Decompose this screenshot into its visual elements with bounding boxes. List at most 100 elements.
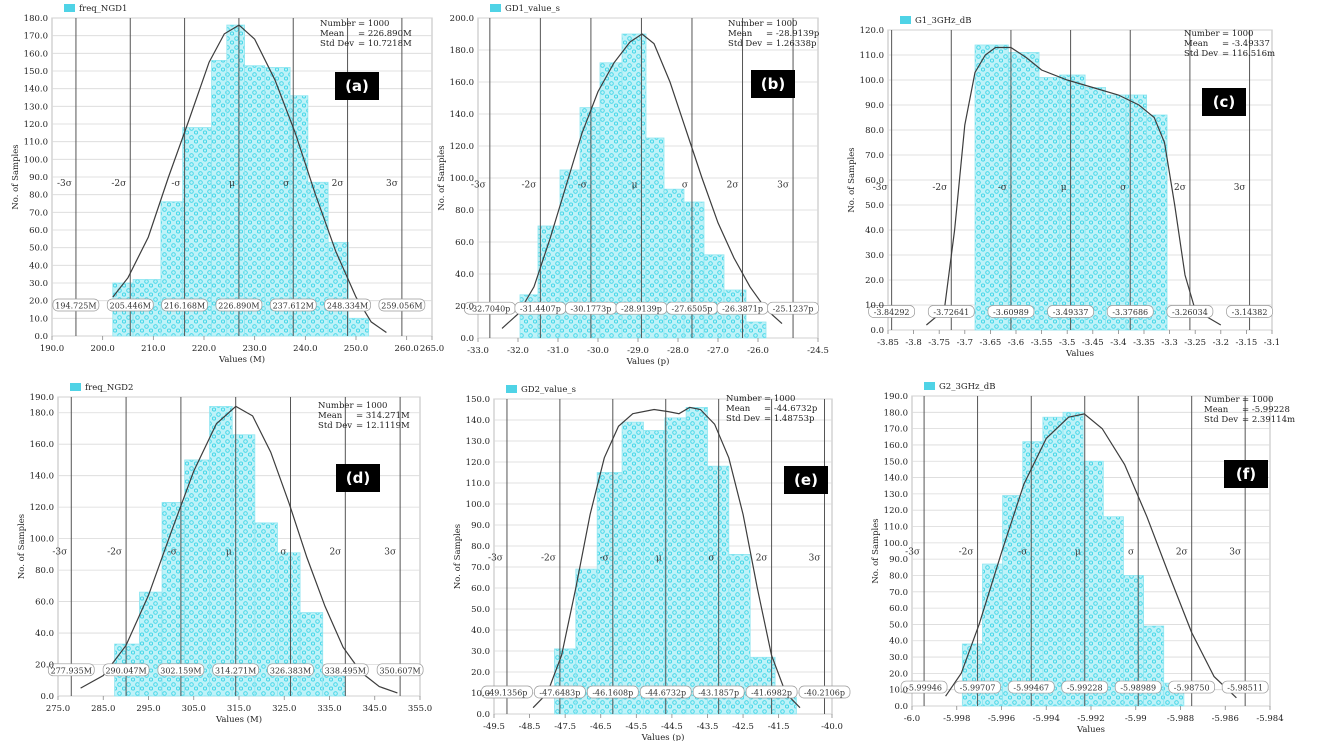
- histogram-bar: [1102, 516, 1124, 707]
- sigma-symbol: σ: [682, 181, 688, 191]
- sigma-value-label: 226.890M: [218, 301, 259, 310]
- x-tick-label: -5.998: [943, 714, 970, 724]
- sigma-value-label: 314.271M: [215, 666, 256, 675]
- sigma-value-label: -32.7040p: [469, 305, 510, 314]
- x-tick-label: -3.7: [957, 338, 973, 348]
- stat-mean-value: = -28.9139p: [766, 29, 820, 39]
- sigma-value-box: [798, 685, 851, 699]
- y-tick-label: 20.0: [471, 668, 490, 678]
- histogram-bar: [1143, 625, 1165, 707]
- sigma-value-label: -5.99707: [960, 684, 996, 693]
- x-tick-label: -3.35: [1133, 338, 1155, 348]
- y-tick-label: 20.0: [29, 297, 48, 307]
- y-tick-label: 50.0: [471, 605, 490, 615]
- sigma-value-label: -3.49337: [1053, 308, 1089, 317]
- sigma-symbol: -3σ: [57, 179, 72, 189]
- sigma-symbol: -σ: [168, 547, 177, 557]
- y-axis-label: No. of Samples: [847, 147, 857, 212]
- sigma-symbol: 2σ: [1176, 547, 1188, 557]
- y-tick-label: 0.0: [34, 332, 48, 342]
- histogram-bar: [1062, 411, 1084, 707]
- legend-label: freq_NGD2: [85, 383, 133, 393]
- sigma-value-box: [378, 298, 426, 312]
- y-tick-label: 120.0: [24, 120, 48, 130]
- sigma-symbol: -3σ: [471, 181, 486, 191]
- x-tick-label: -30.0: [587, 346, 609, 356]
- sigma-value-box: [1106, 305, 1154, 318]
- sigma-value-label: -49.1356p: [487, 689, 528, 698]
- x-tick-label: -26.0: [747, 346, 769, 356]
- histogram-bar: [184, 459, 210, 697]
- sigma-value-box: [267, 663, 314, 677]
- y-tick-label: 90.0: [29, 173, 48, 183]
- legend-label: GD2_value_s: [521, 385, 576, 395]
- y-tick-label: 60.0: [471, 584, 490, 594]
- x-tick-label: 260.0: [394, 344, 418, 354]
- histogram-bar: [1082, 460, 1104, 707]
- sigma-value-box: [106, 298, 154, 312]
- y-axis-label: No. of Samples: [437, 145, 447, 210]
- y-tick-label: 40.0: [889, 637, 908, 647]
- legend-label: GD1_value_s: [505, 4, 560, 14]
- sigma-value-box: [157, 663, 205, 677]
- sigma-value-label: -27.6505p: [672, 305, 713, 314]
- sigma-symbol: 3σ: [386, 179, 398, 189]
- sigma-value-label: -3.60989: [993, 308, 1029, 317]
- x-tick-label: -3.75: [928, 338, 950, 348]
- y-tick-label: 150.0: [466, 395, 490, 405]
- y-tick-label: 200.0: [450, 14, 474, 24]
- stat-mean-value: = 226.890M: [358, 29, 412, 39]
- histogram-bar: [685, 406, 708, 715]
- x-tick-label: 335.0: [317, 704, 341, 714]
- sigma-value-label: 259.056M: [381, 301, 422, 310]
- x-tick-label: -28.0: [667, 346, 689, 356]
- chart-panel-f: -3σ -2σ -σ μ σ 2σ 3σ -5.99946 -5.99707 -5.99467 -5…: [850, 376, 1295, 741]
- chart-panel-c: -3σ -2σ -σ μ σ 2σ 3σ -3.84292 -3.72641 -3.60989 -3…: [847, 0, 1280, 372]
- sigma-value-box: [1047, 305, 1094, 318]
- sigma-symbol: 2σ: [756, 554, 768, 564]
- sigma-symbol: -2σ: [959, 547, 974, 557]
- x-tick-label: 315.0: [227, 704, 251, 714]
- x-tick-label: -5.994: [1033, 714, 1060, 724]
- y-tick-label: 0.0: [870, 326, 884, 336]
- x-tick-label: -47.5: [554, 722, 576, 732]
- stat-number-label: Number: [1204, 395, 1240, 405]
- sigma-symbol: -2σ: [107, 547, 122, 557]
- x-tick-label: -29.0: [627, 346, 649, 356]
- x-tick-label: -43.5: [697, 722, 719, 732]
- histogram-bar: [961, 643, 983, 707]
- stat-number-value: = 1000: [766, 19, 797, 29]
- y-tick-label: 120.0: [450, 142, 474, 152]
- y-tick-label: 0.0: [894, 702, 908, 712]
- y-tick-label: 30.0: [889, 653, 908, 663]
- histogram-bar: [1146, 114, 1168, 331]
- panel-tag-label: (a): [345, 77, 369, 95]
- sigma-value-label: -40.2106p: [804, 689, 845, 698]
- legend-label: freq_NGD1: [79, 4, 127, 14]
- y-tick-label: 0.0: [460, 334, 474, 344]
- y-tick-label: 0.0: [476, 710, 490, 720]
- y-tick-label: 40.0: [455, 270, 474, 280]
- sigma-symbol: 2σ: [727, 181, 739, 191]
- histogram-bar: [749, 656, 776, 715]
- stat-std-value: = 10.7218M: [358, 39, 412, 49]
- x-tick-label: -5.986: [1212, 714, 1239, 724]
- distribution-curve: [501, 33, 783, 329]
- x-tick-label: -3.1: [1264, 338, 1280, 348]
- x-tick-label: -40.0: [821, 722, 843, 732]
- sigma-value-box: [692, 685, 745, 699]
- sigma-value-box: [1166, 305, 1214, 318]
- histogram-bar: [299, 612, 324, 697]
- sigma-value-box: [321, 663, 369, 677]
- stat-number-value: = 1000: [358, 19, 389, 29]
- histogram-chart-e: -3σ -2σ -σ μ σ 2σ 3σ -49.1356p -47.6483p -46.1608…: [453, 385, 851, 741]
- sigma-value-label: 350.607M: [379, 666, 420, 675]
- sigma-value-label: -46.1608p: [592, 689, 633, 698]
- y-tick-label: 70.0: [471, 563, 490, 573]
- y-tick-label: 130.0: [24, 102, 48, 112]
- x-tick-label: -3.45: [1082, 338, 1104, 348]
- sigma-value-label: -31.4407p: [520, 305, 561, 314]
- panel-tag-box: [1202, 88, 1246, 116]
- stat-std-label: Std Dev: [728, 39, 762, 49]
- panel-tag-label: (f): [1236, 465, 1256, 483]
